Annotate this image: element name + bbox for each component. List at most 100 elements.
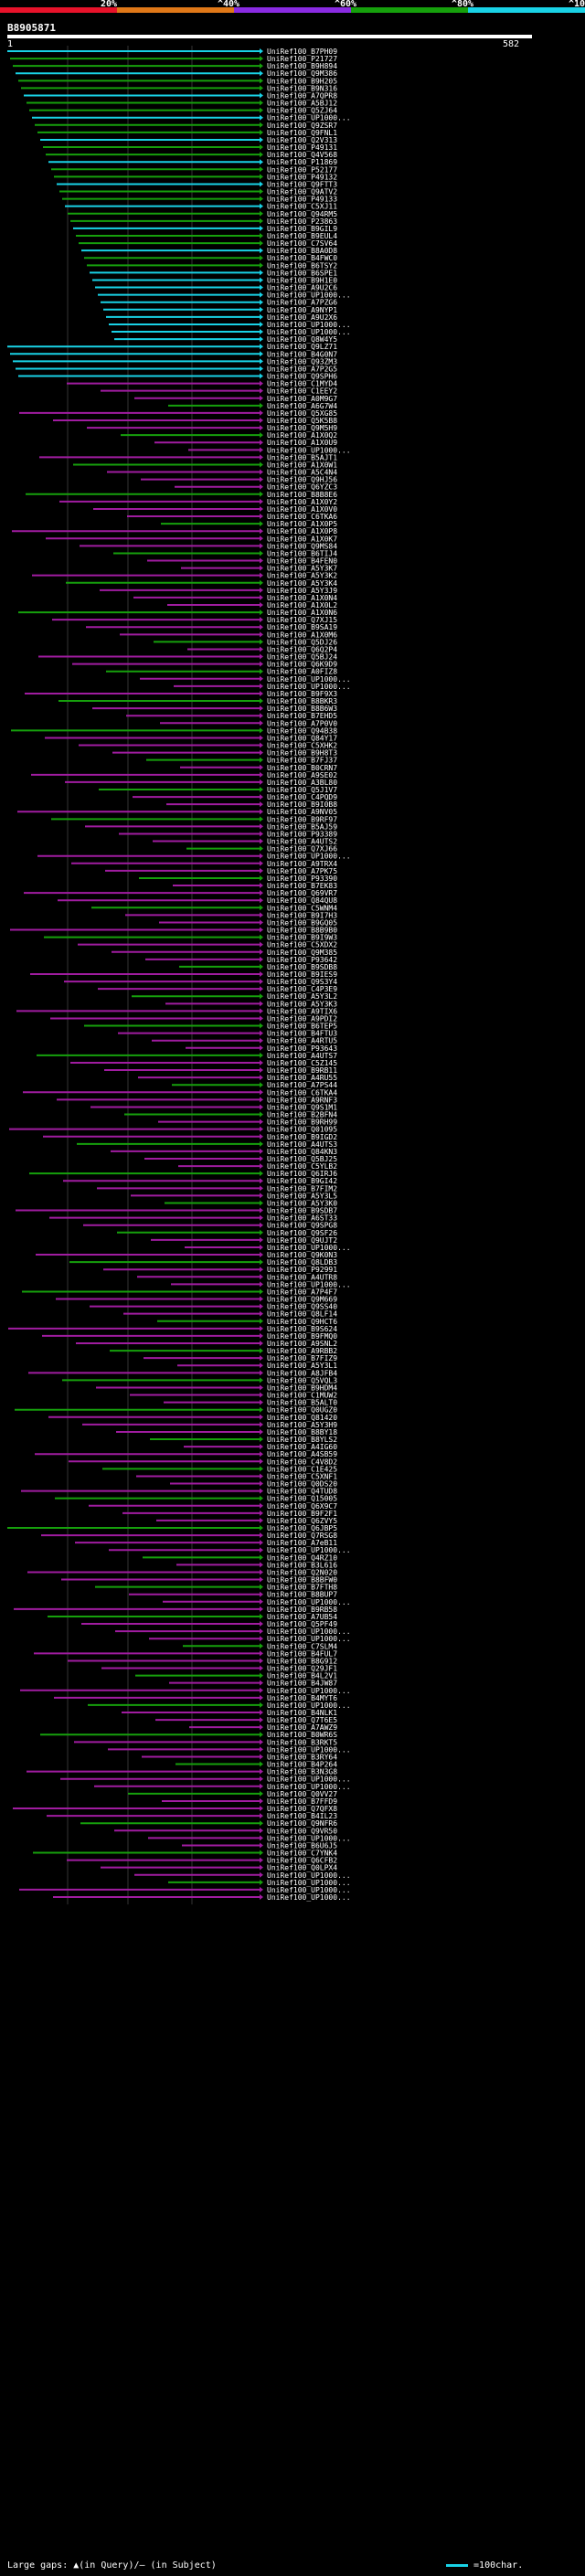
- hit-label[interactable]: UniRef100_B9SDB7: [267, 1207, 337, 1215]
- hit-label[interactable]: UniRef100_B4L2V1: [267, 1672, 337, 1680]
- hit-label[interactable]: UniRef100_UP1000...: [267, 1745, 351, 1754]
- hit-label[interactable]: UniRef100_UP1000...: [267, 1635, 351, 1643]
- hit-label[interactable]: UniRef100_A5Y3K7: [267, 565, 337, 573]
- hit-label[interactable]: UniRef100_B7FTH8: [267, 1584, 337, 1592]
- hit-label[interactable]: UniRef100_A7P0V0: [267, 719, 337, 727]
- hit-label[interactable]: UniRef100_A4SB59: [267, 1450, 337, 1458]
- hit-label[interactable]: UniRef100_B3L616: [267, 1561, 337, 1569]
- hit-label[interactable]: UniRef100_A9NYP1: [267, 306, 337, 314]
- hit-label[interactable]: UniRef100_Q01095: [267, 1126, 337, 1134]
- hit-label[interactable]: UniRef100_B9GIL9: [267, 225, 337, 233]
- hit-label[interactable]: UniRef100_C7YNK4: [267, 1850, 337, 1858]
- hit-label[interactable]: UniRef100_Q6IRJ6: [267, 1170, 337, 1178]
- hit-label[interactable]: UniRef100_B9H8T3: [267, 749, 337, 758]
- hit-label[interactable]: UniRef100_A5C4N4: [267, 469, 337, 477]
- hit-label[interactable]: UniRef100_A7AWZ9: [267, 1723, 337, 1732]
- hit-label[interactable]: UniRef100_Q6X9C7: [267, 1502, 337, 1511]
- hit-label[interactable]: UniRef100_P11869: [267, 158, 337, 166]
- hit-label[interactable]: UniRef100_A9PDI2: [267, 1014, 337, 1023]
- hit-label[interactable]: UniRef100_UP1000...: [267, 114, 351, 122]
- hit-label[interactable]: UniRef100_P21727: [267, 55, 337, 63]
- hit-label[interactable]: UniRef100_B7EHD5: [267, 712, 337, 720]
- hit-label[interactable]: UniRef100_Q9FNL1: [267, 129, 337, 137]
- hit-label[interactable]: UniRef100_B9I7H3: [267, 911, 337, 919]
- hit-label[interactable]: UniRef100_Q4V568: [267, 151, 337, 159]
- hit-label[interactable]: UniRef100_B9SDB8: [267, 963, 337, 971]
- hit-label[interactable]: UniRef100_A5Y3K3: [267, 1000, 337, 1008]
- hit-label[interactable]: UniRef100_UP1000...: [267, 675, 351, 684]
- hit-label[interactable]: UniRef100_A0FIZ8: [267, 668, 337, 676]
- hit-label[interactable]: UniRef100_Q2V313: [267, 136, 337, 144]
- hit-label[interactable]: UniRef100_Q4RZ10: [267, 1553, 337, 1562]
- hit-label[interactable]: UniRef100_B2BFN4: [267, 1111, 337, 1119]
- hit-label[interactable]: UniRef100_Q6JBP5: [267, 1524, 337, 1532]
- hit-label[interactable]: UniRef100_B8YLS2: [267, 1436, 337, 1444]
- hit-label[interactable]: UniRef100_Q9M386: [267, 69, 337, 78]
- hit-label[interactable]: UniRef100_A5Y3L5: [267, 1192, 337, 1200]
- hit-label[interactable]: UniRef100_A4RTU5: [267, 1037, 337, 1045]
- hit-label[interactable]: UniRef100_UP1000...: [267, 853, 351, 861]
- hit-label[interactable]: UniRef100_Q6ZVY5: [267, 1517, 337, 1525]
- hit-label[interactable]: UniRef100_UP1000...: [267, 292, 351, 300]
- hit-label[interactable]: UniRef100_B9EUL4: [267, 232, 337, 240]
- hit-label[interactable]: UniRef100_B7FJ37: [267, 757, 337, 765]
- hit-label[interactable]: UniRef100_UP1000...: [267, 1893, 351, 1902]
- hit-label[interactable]: UniRef100_B3RKT5: [267, 1738, 337, 1746]
- hit-label[interactable]: UniRef100_C5XJ11: [267, 203, 337, 211]
- hit-label[interactable]: UniRef100_Q9UJT2: [267, 1236, 337, 1245]
- hit-label[interactable]: UniRef100_B4FWC0: [267, 254, 337, 262]
- hit-label[interactable]: UniRef100_A4UTS3: [267, 1140, 337, 1149]
- hit-label[interactable]: UniRef100_A5Y3H9: [267, 1421, 337, 1429]
- hit-label[interactable]: UniRef100_Q81420: [267, 1414, 337, 1422]
- hit-label[interactable]: UniRef100_B8G912: [267, 1657, 337, 1665]
- hit-label[interactable]: UniRef100_B3N3G8: [267, 1768, 337, 1776]
- hit-label[interactable]: UniRef100_Q5K5B8: [267, 417, 337, 425]
- hit-label[interactable]: UniRef100_Q8W4Y5: [267, 335, 337, 344]
- hit-label[interactable]: UniRef100_P93642: [267, 956, 337, 964]
- hit-label[interactable]: UniRef100_A1X0Y2: [267, 498, 337, 506]
- hit-label[interactable]: UniRef100_Q9MS84: [267, 542, 337, 550]
- hit-label[interactable]: UniRef100_B4MYT6: [267, 1694, 337, 1702]
- hit-label[interactable]: UniRef100_B9RH99: [267, 1118, 337, 1127]
- hit-label[interactable]: UniRef100_Q94B38: [267, 726, 337, 735]
- hit-label[interactable]: UniRef100_B8B8E6: [267, 491, 337, 499]
- hit-label[interactable]: UniRef100_B8BFW0: [267, 1576, 337, 1585]
- hit-label[interactable]: UniRef100_A1X0N6: [267, 609, 337, 617]
- hit-label[interactable]: UniRef100_Q6CFB2: [267, 1857, 337, 1865]
- hit-label[interactable]: UniRef100_Q0VV27: [267, 1790, 337, 1798]
- hit-label[interactable]: UniRef100_B4JW87: [267, 1680, 337, 1688]
- hit-label[interactable]: UniRef100_C5YLB2: [267, 1162, 337, 1171]
- hit-label[interactable]: UniRef100_C5XHK2: [267, 742, 337, 750]
- hit-label[interactable]: UniRef100_C7SLM4: [267, 1642, 337, 1650]
- hit-label[interactable]: UniRef100_C4V8D2: [267, 1458, 337, 1466]
- hit-label[interactable]: UniRef100_C6TKA6: [267, 513, 337, 521]
- hit-label[interactable]: UniRef100_A7QPR8: [267, 91, 337, 100]
- hit-label[interactable]: UniRef100_Q6YZC3: [267, 483, 337, 492]
- hit-label[interactable]: UniRef100_B7FFD9: [267, 1797, 337, 1806]
- hit-label[interactable]: UniRef100_C1E425: [267, 1465, 337, 1473]
- hit-label[interactable]: UniRef100_Q5DJ26: [267, 638, 337, 646]
- hit-label[interactable]: UniRef100_B9RF97: [267, 815, 337, 823]
- hit-label[interactable]: UniRef100_B4NLK1: [267, 1709, 337, 1717]
- hit-label[interactable]: UniRef100_Q9HCT6: [267, 1318, 337, 1326]
- hit-label[interactable]: UniRef100_B8BY18: [267, 1428, 337, 1436]
- hit-label[interactable]: UniRef100_Q93ZM3: [267, 357, 337, 366]
- hit-label[interactable]: UniRef100_Q84KN3: [267, 1148, 337, 1156]
- hit-label[interactable]: UniRef100_Q9M669: [267, 1296, 337, 1304]
- hit-label[interactable]: UniRef100_A1X0Q2: [267, 431, 337, 440]
- hit-label[interactable]: UniRef100_Q0UGZ0: [267, 1406, 337, 1415]
- hit-label[interactable]: UniRef100_A5Y3L2: [267, 992, 337, 1001]
- hit-label[interactable]: UniRef100_B9HDM4: [267, 1383, 337, 1392]
- hit-label[interactable]: UniRef100_B4FTU3: [267, 1030, 337, 1038]
- hit-label[interactable]: UniRef100_A4IG60: [267, 1443, 337, 1451]
- hit-label[interactable]: UniRef100_A1X0M6: [267, 631, 337, 639]
- hit-label[interactable]: UniRef100_C1EEY2: [267, 387, 337, 396]
- hit-label[interactable]: UniRef100_B9F9X3: [267, 690, 337, 698]
- hit-label[interactable]: UniRef100_Q6Q2P4: [267, 645, 337, 653]
- hit-label[interactable]: UniRef100_B9S624: [267, 1325, 337, 1333]
- hit-label[interactable]: UniRef100_A5Y3K4: [267, 579, 337, 588]
- hit-label[interactable]: UniRef100_B5AJT1: [267, 453, 337, 461]
- hit-label[interactable]: UniRef100_B9F2F1: [267, 1510, 337, 1518]
- hit-label[interactable]: UniRef100_A9RBB2: [267, 1347, 337, 1355]
- hit-label[interactable]: UniRef100_C5WNM4: [267, 904, 337, 912]
